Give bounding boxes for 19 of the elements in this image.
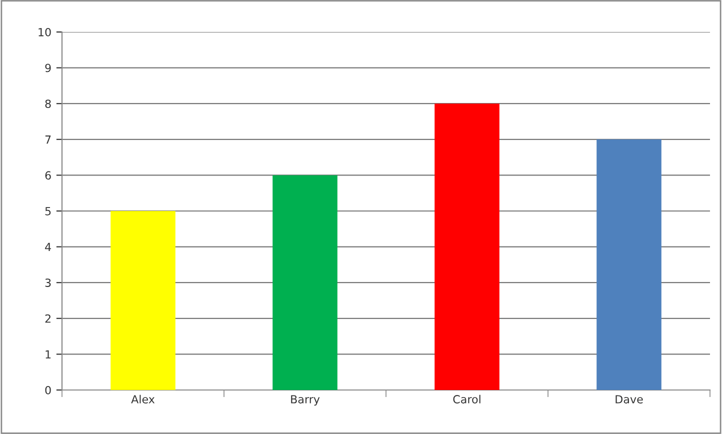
y-tick-label: 6 <box>45 171 51 180</box>
y-tick-label: 0 <box>45 386 51 394</box>
bar <box>434 104 500 390</box>
y-tick-label: 7 <box>45 136 51 144</box>
bar <box>110 211 176 390</box>
y-tick-label: 9 <box>45 64 51 72</box>
y-tick-label: 2 <box>45 314 50 323</box>
x-tick-label: Barry <box>291 395 320 406</box>
bar <box>596 139 662 390</box>
y-tick-label: 8 <box>45 100 51 108</box>
y-tick-label: 5 <box>45 207 51 216</box>
x-tick-label: Dave <box>616 395 643 404</box>
y-tick-label: 4 <box>45 242 51 252</box>
y-tick-label: 1 <box>46 350 51 358</box>
y-tick-label: 10 <box>38 28 51 36</box>
bar <box>272 175 338 390</box>
y-tick-label: 3 <box>45 278 51 287</box>
x-tick-label: Carol <box>453 394 480 404</box>
x-tick-label: Alex <box>131 394 155 404</box>
